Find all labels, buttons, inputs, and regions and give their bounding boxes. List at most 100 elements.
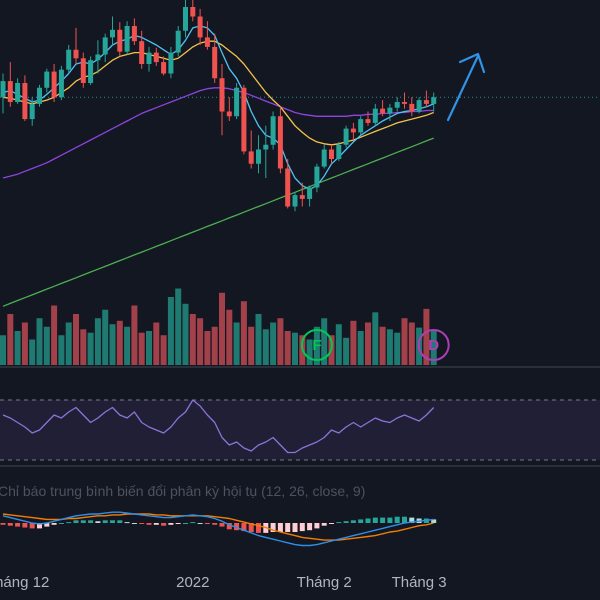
candle — [88, 56, 94, 85]
candle-body — [350, 128, 356, 133]
macd-title: Chỉ báo trung bình biến đổi phân kỳ hội … — [0, 483, 365, 499]
candle — [110, 16, 115, 45]
macd-histogram-bar — [321, 523, 327, 526]
candle — [329, 144, 334, 164]
volume-bar — [379, 326, 386, 365]
candle — [66, 45, 72, 74]
macd-histogram-bar — [204, 523, 210, 524]
candle — [204, 21, 210, 50]
candle-body — [387, 107, 393, 114]
candle — [277, 106, 283, 174]
candle-body — [307, 187, 313, 199]
candle — [307, 185, 313, 207]
macd-histogram-bar — [256, 523, 261, 533]
macd-histogram-bar — [73, 520, 79, 523]
volume-bar — [430, 331, 437, 365]
macd-histogram-bar — [350, 520, 356, 523]
candle-body — [431, 97, 437, 104]
volume-bar — [153, 322, 160, 365]
volume-bar — [21, 322, 28, 365]
marker-label: D — [428, 337, 439, 354]
volume-bar — [270, 322, 277, 365]
volume-bar — [43, 326, 50, 365]
volume-bar — [160, 335, 167, 365]
rsi-line — [2, 399, 435, 454]
candle-body — [343, 128, 349, 145]
candle — [168, 46, 174, 79]
macd-histogram-bar — [168, 523, 174, 525]
candle — [95, 40, 101, 74]
volume-bar — [211, 326, 218, 365]
candle — [58, 65, 64, 101]
candle-body — [175, 30, 181, 53]
macd-histogram-bar — [139, 523, 145, 524]
candle — [139, 30, 145, 69]
volume-bar — [394, 332, 401, 365]
candle-body — [423, 100, 429, 104]
volume-bar — [14, 331, 21, 365]
macd-histogram-bar — [292, 523, 298, 532]
marker-d: D — [417, 329, 450, 361]
candle — [183, 0, 188, 38]
volume-bar — [408, 322, 415, 365]
candle — [153, 47, 159, 66]
volume-bar — [87, 332, 94, 365]
volume-bar — [204, 331, 211, 365]
candle-body — [234, 87, 240, 117]
volume-bar — [372, 312, 379, 365]
candle-body — [37, 87, 42, 104]
candle-body — [241, 87, 247, 152]
arrow-head — [458, 52, 486, 74]
candle-body — [226, 111, 232, 117]
candle — [416, 97, 422, 114]
volume-bar — [423, 308, 430, 365]
macd-histogram-bar — [117, 520, 123, 523]
volume-bar — [175, 288, 182, 365]
macd-histogram-bar — [270, 523, 276, 532]
candle — [146, 46, 152, 72]
macd-histogram-bar — [37, 523, 42, 529]
macd-histogram-bar — [248, 523, 254, 532]
macd-histogram-bar — [197, 523, 203, 524]
volume-bar — [233, 322, 240, 365]
macd-histogram-bar — [175, 523, 181, 524]
marker-label: F — [312, 337, 321, 354]
candle — [365, 111, 371, 126]
candle-body — [15, 83, 21, 102]
candle-body — [66, 49, 72, 70]
candle-body — [102, 37, 108, 55]
macd-histogram-bar — [44, 523, 50, 527]
volume-bar — [240, 301, 247, 365]
candle — [409, 97, 415, 117]
candle — [7, 62, 13, 107]
candle — [29, 97, 35, 126]
volume-bar — [182, 303, 189, 365]
time-axis[interactable]: Tháng 12 2022 Tháng 2 Tháng 3 — [0, 574, 447, 591]
macd-histogram-bar — [212, 523, 218, 525]
macd-histogram-bar — [58, 523, 64, 524]
candle-body — [277, 116, 283, 169]
macd-histogram-bar — [110, 520, 115, 523]
macd-histogram-bar — [234, 523, 240, 531]
candle — [343, 125, 349, 148]
candle — [102, 33, 108, 63]
up-arrow-annotation — [446, 52, 486, 122]
volume-bar — [102, 309, 109, 365]
volume-bar — [219, 292, 225, 365]
candle-body — [248, 151, 254, 164]
candle-body — [372, 108, 378, 123]
candle — [270, 111, 276, 150]
macd-histogram-bar — [409, 517, 415, 523]
macd-histogram-bar — [358, 519, 364, 523]
candle-body — [44, 71, 50, 88]
volume-bar — [146, 331, 152, 365]
candle-body — [139, 41, 145, 64]
candle — [248, 130, 254, 169]
candle-body — [168, 52, 174, 74]
candle — [321, 144, 327, 169]
candle — [22, 75, 28, 121]
